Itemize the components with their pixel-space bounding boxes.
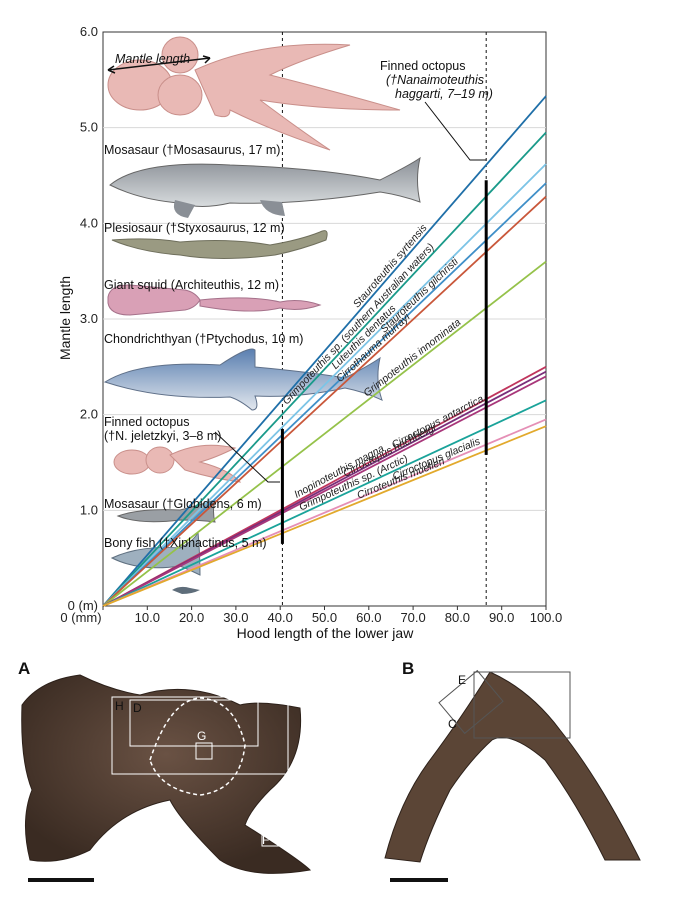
x-tick-label: 40.0 [268,610,293,625]
panel-b-label: B [402,659,414,678]
box-g [195,742,213,760]
y-tick-label: 0 (m) [68,598,98,613]
box-h [111,696,289,775]
mantle-length-label: Mantle length [115,52,190,66]
finned-octopus-large-line3: haggarti, 7–19 m) [395,87,493,101]
giant-squid-illustration [107,284,322,316]
box-f-label: F [262,833,269,847]
diver-illustration [172,586,200,594]
finned-octopus-large-line1: Finned octopus [380,59,465,73]
series-line [102,375,547,607]
y-tick-label: 4.0 [80,215,98,230]
axis-ticks: 0 (m) 1.0 2.0 3.0 4.0 5.0 6.0 0 (mm) 10.0 20.0 30.… [60,24,562,625]
series-line [102,425,547,607]
x-axis-title: Hood length of the lower jaw [237,625,415,641]
series-line [102,399,547,607]
plesiosaur-illustration [111,230,328,259]
globidens-illustration [116,499,216,523]
panel-a: A H D G F [18,659,312,882]
x-tick-label: 0 (mm) [60,610,101,625]
finned-octopus-small-line1: Finned octopus [104,415,189,429]
panel-b: B E C [384,659,641,882]
octopus-illustration-large [107,36,401,151]
y-tick-label: 1.0 [80,502,98,517]
box-f [261,827,281,847]
animal-label-ptychodus: Chondrichthyan (†Ptychodus, 10 m) [104,332,303,346]
series-line [102,260,547,607]
scale-bar-b [390,878,448,882]
x-tick-label: 10.0 [135,610,160,625]
x-tick-label: 70.0 [400,610,425,625]
range-bars [280,180,488,544]
x-tick-label: 80.0 [445,610,470,625]
x-tick-label: 100.0 [530,610,563,625]
box-d-label: D [133,701,142,715]
animal-label-giant-squid: Giant squid (Architeuthis, 12 m) [104,278,279,292]
jaw-specimen-b [384,671,641,863]
box-e-label: E [458,673,466,687]
mosasaurus-illustration [109,156,421,218]
series-layer [102,95,547,607]
ptychodus-illustration [103,348,383,411]
x-tick-label: 60.0 [356,610,381,625]
panel-a-label: A [18,659,30,678]
y-tick-label: 2.0 [80,407,98,422]
box-c [438,669,504,735]
animal-illustrations [103,36,421,594]
animal-labels: Mosasaur (†Mosasaurus, 17 m) Plesiosaur … [104,143,303,550]
x-tick-label: 50.0 [312,610,337,625]
series-line [102,163,547,607]
box-d [129,699,259,747]
animal-label-plesiosaur: Plesiosaur (†Styxosaurus, 12 m) [104,221,285,235]
animal-label-globidens: Mosasaur (†Globidens, 6 m) [104,497,262,511]
finned-octopus-small-line2: (†N. jeletzkyi, 3–8 m) [104,429,221,443]
animal-label-mosasaurus: Mosasaur (†Mosasaurus, 17 m) [104,143,280,157]
box-c-label: C [448,717,457,731]
finned-octopus-large-line2: (†Nanaimoteuthis [386,73,484,87]
y-tick-label: 5.0 [80,120,98,135]
x-tick-label: 30.0 [223,610,248,625]
y-tick-label: 6.0 [80,24,98,39]
y-tick-label: 3.0 [80,311,98,326]
x-tick-label: 90.0 [489,610,514,625]
series-line [102,182,547,607]
box-g-label: G [197,729,206,743]
y-axis-title: Mantle length [57,276,73,360]
series-line [102,95,547,607]
series-line [102,195,547,607]
octopus-illustration-small [113,444,242,483]
mantle-length-annotation: Mantle length [107,52,211,74]
finned-octopus-large-annotation: Finned octopus (†Nanaimoteuthis haggarti… [380,59,493,161]
series-line [102,418,547,607]
finned-octopus-small-annotation: Finned octopus (†N. jeletzkyi, 3–8 m) [104,415,280,483]
scale-bar-a [28,878,94,882]
animal-label-xiphactinus: Bony fish (†Xiphactinus, 5 m) [104,536,267,550]
box-h-label: H [115,699,124,713]
box-e [473,671,571,739]
series-line [102,131,547,607]
x-tick-label: 20.0 [179,610,204,625]
